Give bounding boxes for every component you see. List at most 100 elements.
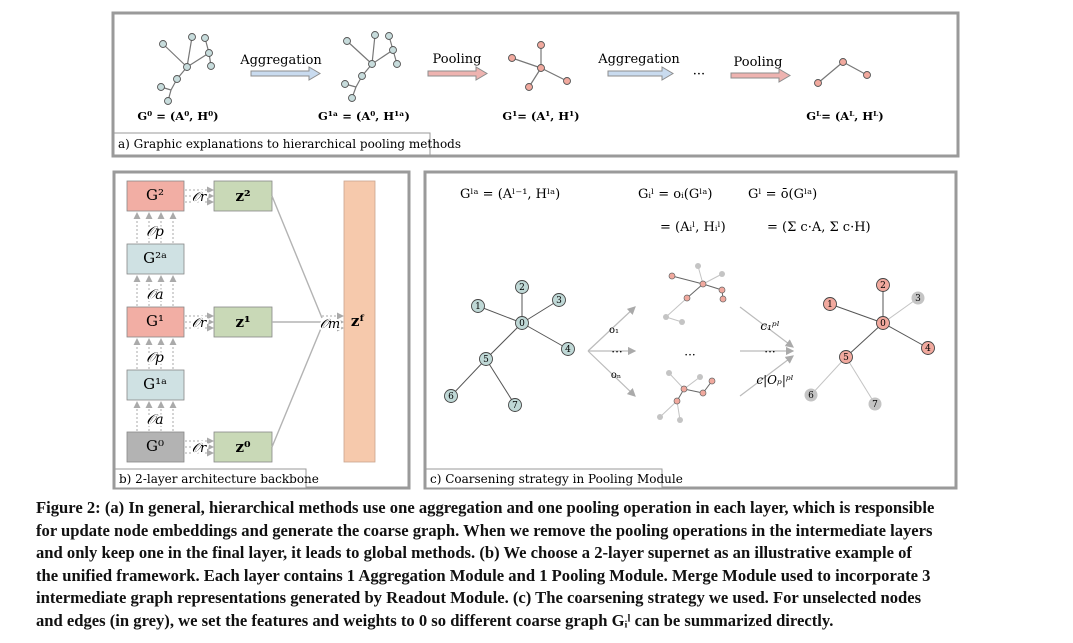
op-pooling-2: Pooling bbox=[734, 55, 783, 70]
node-l-4: 4 bbox=[565, 345, 571, 355]
dots-c-3: ··· bbox=[764, 345, 775, 359]
merge-bar bbox=[343, 180, 376, 463]
node-r-5: 5 bbox=[843, 353, 849, 363]
graph-right: 0 1 2 3 4 5 6 7 bbox=[804, 278, 935, 411]
caption-line: for update node embeddings and generate … bbox=[36, 520, 933, 540]
op-p2-bg: 𝒪p bbox=[146, 224, 164, 240]
op-aggregation-1: Aggregation bbox=[239, 53, 322, 68]
arrow-pooling-1 bbox=[427, 66, 488, 81]
node-l-3: 3 bbox=[556, 296, 562, 306]
panel-b-label-box bbox=[114, 468, 307, 489]
block-z1 bbox=[213, 306, 273, 338]
node-l-7: 7 bbox=[512, 401, 518, 411]
panel-c-label-box bbox=[425, 468, 663, 489]
label-g1a: G¹ᵃ = (A⁰, H¹ᵃ) bbox=[318, 109, 410, 123]
arrow-aggregation-2 bbox=[607, 66, 674, 81]
fanout-arrows bbox=[587, 306, 637, 397]
eq-gla: Gˡᵃ = (Aˡ⁻¹, Hˡᵃ) bbox=[460, 187, 560, 202]
panel-c: Gˡᵃ = (Aˡ⁻¹, Hˡᵃ) Gᵢˡ = oᵢ(Gˡᵃ) = (Aᵢˡ, … bbox=[423, 170, 958, 490]
panel-b: G² G²ᵃ G¹ G¹ᵃ G⁰ 𝒪p 𝒪p bbox=[112, 170, 411, 490]
block-z1-label: z¹ bbox=[235, 313, 250, 331]
op-aggregation-2: Aggregation bbox=[597, 52, 680, 67]
node-l-6: 6 bbox=[448, 392, 454, 402]
block-z0 bbox=[213, 431, 273, 463]
label-g1: G¹= (A¹, H¹) bbox=[502, 109, 579, 123]
block-g1-label: G¹ bbox=[146, 312, 164, 330]
node-r-6: 6 bbox=[808, 391, 814, 401]
op-a2-label: 𝒪a bbox=[146, 287, 163, 303]
op-p2-label: 𝒪p bbox=[146, 224, 164, 240]
block-g2a bbox=[126, 243, 185, 275]
caption-line: Figure 2: (a) In general, hierarchical m… bbox=[36, 498, 935, 517]
node-r-4: 4 bbox=[925, 344, 931, 354]
op-on: oₙ bbox=[611, 370, 621, 381]
block-z2-label: z² bbox=[235, 187, 250, 205]
block-g0 bbox=[126, 431, 185, 463]
merge-lines bbox=[271, 195, 323, 448]
block-zf-label: zᶠ bbox=[351, 312, 365, 330]
panel-a-label-box bbox=[113, 132, 431, 156]
caption-line: and edges (in grey), we set the features… bbox=[36, 610, 834, 630]
node-l-5: 5 bbox=[483, 355, 489, 365]
fanin-arrows bbox=[739, 306, 795, 397]
node-r-7: 7 bbox=[872, 400, 878, 410]
block-z0-label: z⁰ bbox=[235, 438, 251, 456]
merge-arrows bbox=[322, 312, 344, 332]
caption-line: intermediate graph representations gener… bbox=[36, 588, 922, 608]
panel-c-frame bbox=[423, 170, 958, 490]
graph-g1a bbox=[341, 31, 401, 102]
op-p1-label: 𝒪p bbox=[146, 350, 164, 366]
op-p1-bg: 𝒪p bbox=[146, 350, 164, 366]
op-a2-bg: 𝒪a bbox=[146, 287, 163, 303]
op-m-bg: 𝒪m bbox=[320, 317, 341, 332]
block-g2-label: G² bbox=[146, 186, 164, 204]
eq-gil-rhs: = (Aᵢˡ, Hᵢˡ) bbox=[660, 220, 726, 235]
node-l-0: 0 bbox=[519, 319, 525, 329]
block-g0-label: G⁰ bbox=[146, 437, 164, 455]
arrow-pooling-2 bbox=[730, 68, 791, 83]
panel-c-label: c) Coarsening strategy in Pooling Module bbox=[430, 472, 683, 486]
panel-b-label: b) 2-layer architecture backbone bbox=[119, 472, 319, 486]
op-o1: o₁ bbox=[609, 325, 619, 336]
graph-gl bbox=[814, 58, 871, 87]
graph-left: 0 1 2 3 4 5 6 7 bbox=[444, 280, 575, 412]
op-r1-label: 𝒪r bbox=[192, 316, 207, 331]
coef-cn: c|Oₚ|ᵖˡ bbox=[756, 373, 793, 387]
eq-gil: Gᵢˡ = oᵢ(Gˡᵃ) bbox=[638, 187, 712, 202]
graph-sub-bottom bbox=[657, 370, 716, 423]
op-r1-bg: 𝒪r bbox=[192, 316, 207, 331]
node-r-2: 2 bbox=[880, 281, 886, 291]
vertical-arrows bbox=[133, 212, 177, 431]
block-g1 bbox=[126, 306, 185, 338]
op-r2-label: 𝒪r bbox=[192, 190, 207, 205]
panel-a-label: a) Graphic explanations to hierarchical … bbox=[118, 137, 461, 151]
dots-c-1: ··· bbox=[611, 345, 622, 359]
op-a1-label: 𝒪a bbox=[146, 412, 163, 428]
label-g0: G⁰ = (A⁰, H⁰) bbox=[137, 109, 218, 123]
block-g1a bbox=[126, 369, 185, 401]
op-pooling-1: Pooling bbox=[433, 52, 482, 67]
graph-sub-top bbox=[663, 263, 727, 325]
readout-arrows bbox=[185, 186, 214, 457]
eq-gl: Gˡ = ō(Gˡᵃ) bbox=[748, 187, 817, 202]
op-m-label: 𝒪m bbox=[320, 317, 341, 332]
block-g1a-label: G¹ᵃ bbox=[143, 375, 167, 393]
panel-a: Aggregation Pooling Aggregation Pooling … bbox=[111, 11, 960, 158]
node-r-3: 3 bbox=[915, 294, 921, 304]
label-gl: Gᴸ= (Aᴸ, Hᴸ) bbox=[806, 109, 883, 123]
ellipsis-a: ··· bbox=[693, 67, 705, 82]
figure-diagram: Aggregation Pooling Aggregation Pooling … bbox=[111, 11, 960, 490]
coef-c1: c₁ᵖˡ bbox=[760, 319, 779, 333]
dots-c-2: ··· bbox=[684, 348, 695, 362]
op-r0-bg: 𝒪r bbox=[192, 441, 207, 456]
graph-g0 bbox=[157, 33, 215, 105]
graph-g1 bbox=[508, 41, 571, 91]
op-r2-bg: 𝒪r bbox=[192, 190, 207, 205]
op-r0-label: 𝒪r bbox=[192, 441, 207, 456]
block-g2 bbox=[126, 180, 185, 212]
node-r-1: 1 bbox=[827, 300, 833, 310]
block-g2a-label: G²ᵃ bbox=[143, 249, 167, 267]
arrow-aggregation-1 bbox=[250, 66, 321, 81]
eq-gl-rhs: = (Σ c·A, Σ c·H) bbox=[767, 220, 871, 235]
node-r-0: 0 bbox=[880, 319, 886, 329]
